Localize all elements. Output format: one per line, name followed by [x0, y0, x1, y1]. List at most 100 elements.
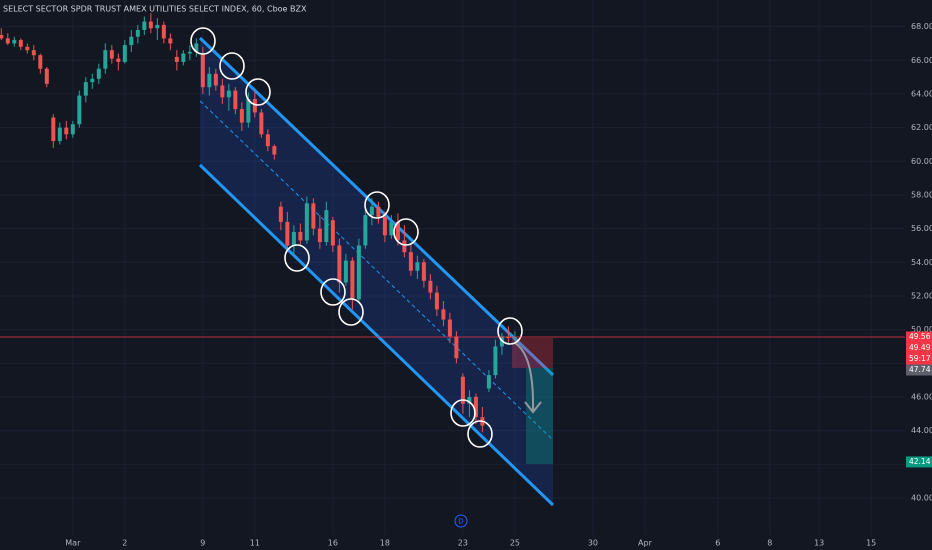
y-tick-label: 60.00	[911, 157, 932, 166]
x-tick-label: 16	[328, 539, 338, 548]
candle-body	[12, 40, 17, 44]
channel-mid	[199, 100, 554, 441]
y-tick-label: 44.00	[911, 426, 932, 435]
candle-body	[168, 38, 173, 44]
candle-body	[428, 280, 433, 293]
event-icon[interactable]	[454, 514, 468, 528]
candle-body	[369, 206, 374, 216]
candle-body	[415, 262, 420, 271]
candle-body	[350, 260, 355, 300]
price-tag-label: 49.49	[909, 343, 931, 352]
candle-body	[473, 396, 478, 418]
circles	[190, 27, 523, 448]
x-tick-label: Apr	[638, 539, 653, 548]
price-tag-label: 42.14	[909, 457, 931, 466]
y-tick-label: 68.00	[911, 22, 932, 31]
x-tick-label: 8	[767, 539, 772, 548]
grid	[0, 0, 905, 535]
candle-body	[207, 73, 212, 88]
candle-body	[454, 336, 459, 359]
circle	[245, 78, 271, 106]
candle-body	[408, 252, 413, 271]
circle	[497, 317, 523, 345]
y-tick-label: 52.00	[911, 291, 932, 300]
candle-body	[467, 396, 472, 404]
candle-body	[291, 231, 296, 246]
candle-body	[31, 50, 36, 56]
candle-body	[174, 56, 179, 62]
candle-body	[77, 95, 82, 125]
candle-body	[83, 82, 88, 96]
candle-body	[155, 24, 160, 29]
x-tick-label: 25	[510, 539, 520, 548]
circle	[190, 27, 216, 55]
candle-body	[246, 98, 251, 123]
candle-body	[116, 58, 121, 62]
candle-body	[122, 45, 127, 62]
candle-body	[25, 46, 30, 51]
y-tick-label: 66.00	[911, 56, 932, 65]
candle-body	[239, 109, 244, 123]
candle-body	[330, 220, 335, 246]
price-tag-label: 47.74	[909, 365, 931, 374]
candle-body	[18, 40, 23, 47]
candles	[0, 13, 517, 433]
y-tick-label: 46.00	[911, 392, 932, 401]
candle-body	[200, 53, 205, 88]
candle-body	[129, 36, 134, 46]
candle-body	[376, 206, 381, 217]
circle	[338, 298, 364, 326]
candle-body	[441, 309, 446, 320]
event-label: D	[458, 518, 463, 526]
candle-body	[285, 221, 290, 246]
candle-body	[421, 262, 426, 281]
candle-body	[90, 78, 95, 83]
candle-body	[44, 68, 49, 84]
candle-body	[278, 206, 283, 222]
channel-lower	[198, 163, 555, 507]
circle	[364, 191, 390, 219]
candle-body	[64, 127, 69, 135]
candle-body	[194, 43, 199, 52]
y-tick-label: 50.00	[911, 325, 932, 334]
circle	[219, 52, 245, 80]
candle-body	[57, 127, 62, 142]
candle-body	[103, 50, 108, 69]
candle-body	[0, 35, 4, 39]
candle-body	[311, 203, 316, 229]
candle-body	[304, 203, 309, 241]
candle-body	[213, 73, 218, 86]
arrow-head	[524, 401, 542, 414]
candle-body	[272, 146, 277, 155]
arrow	[514, 342, 535, 411]
x-tick-label: 2	[122, 539, 127, 548]
candle-body	[324, 210, 329, 243]
candle-body	[259, 112, 264, 135]
channel-upper	[198, 36, 555, 377]
candle-body	[337, 245, 342, 283]
candle-body	[382, 216, 387, 236]
x-tick-label: 15	[866, 539, 876, 548]
candle-body	[181, 53, 186, 62]
candle-body	[363, 215, 368, 246]
y-tick-label: 58.00	[911, 190, 932, 199]
candle-body	[226, 90, 231, 98]
chart-title: SELECT SECTOR SPDR TRUST AMEX UTILITIES …	[3, 5, 307, 14]
candle-body	[109, 50, 114, 59]
y-tick-label: 56.00	[911, 224, 932, 233]
target-zone	[526, 368, 553, 464]
x-tick-label: 23	[458, 539, 468, 548]
x-tick-label: 11	[250, 539, 260, 548]
candle-body	[402, 240, 407, 253]
candle-body	[161, 24, 166, 39]
price-tag	[906, 342, 932, 354]
candle-body	[298, 231, 303, 241]
y-tick-label: 54.00	[911, 258, 932, 267]
candle-body	[96, 68, 101, 79]
x-tick-label: 30	[588, 539, 598, 548]
candle-body	[38, 55, 43, 69]
price-tag	[906, 364, 932, 376]
candle-body	[343, 260, 348, 283]
candle-body	[447, 319, 452, 337]
